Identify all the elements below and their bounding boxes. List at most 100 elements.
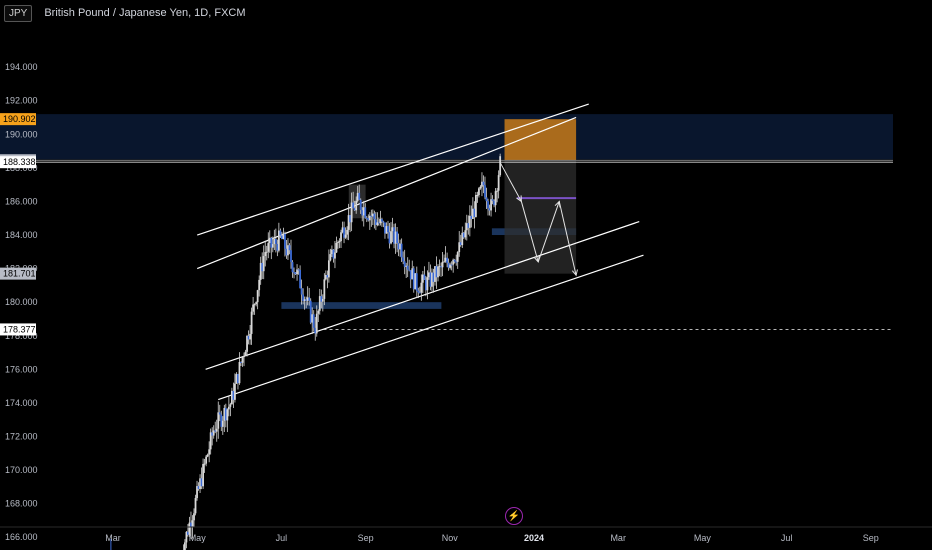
candle-body xyxy=(270,237,273,248)
candle-body xyxy=(382,221,385,223)
candle-body xyxy=(429,272,432,287)
x-tick-label: Sep xyxy=(358,533,374,543)
candle-body xyxy=(265,251,268,253)
candle-body xyxy=(299,269,301,289)
candle-body xyxy=(365,217,368,219)
candle-body xyxy=(256,290,259,303)
candle-body xyxy=(184,542,186,550)
candle-body xyxy=(409,270,412,280)
projection-arrow[interactable] xyxy=(537,201,560,263)
candle-body xyxy=(478,188,480,196)
candle-body xyxy=(343,227,345,238)
candle-body xyxy=(393,227,395,244)
candle-body xyxy=(259,262,262,280)
price-label-badge xyxy=(0,156,36,169)
y-tick-label: 172.000 xyxy=(5,432,38,442)
candle-body xyxy=(221,420,224,427)
candle-body xyxy=(218,412,221,415)
candle-body xyxy=(481,181,483,187)
candle-body xyxy=(240,362,242,364)
candle-body xyxy=(200,478,203,487)
candle-body xyxy=(470,215,473,219)
candle-body xyxy=(471,208,474,219)
candle-body xyxy=(303,299,306,302)
candle-body xyxy=(191,520,194,528)
candle-body xyxy=(452,259,455,265)
candle-body xyxy=(443,261,445,263)
channel-line[interactable] xyxy=(205,221,640,370)
y-tick-label: 194.000 xyxy=(5,62,38,72)
candle-body xyxy=(415,273,418,291)
candle-body xyxy=(387,226,389,233)
candle-body xyxy=(418,292,421,294)
candle-body xyxy=(493,200,495,206)
channel-line[interactable] xyxy=(218,254,644,401)
candle-body xyxy=(368,215,371,221)
price-axis-background xyxy=(893,0,932,550)
candle-body xyxy=(229,404,232,407)
candle-body xyxy=(217,412,220,429)
candle-body xyxy=(411,268,414,280)
candle-body xyxy=(315,313,318,334)
candle-body xyxy=(374,219,377,226)
y-tick-label: 186.000 xyxy=(5,196,38,206)
projection-arrow[interactable] xyxy=(558,201,577,276)
candle-body xyxy=(376,222,379,226)
candle-body xyxy=(417,290,420,293)
candle-body xyxy=(190,522,192,528)
projection-arrow[interactable] xyxy=(520,201,539,263)
symbol-badge[interactable]: JPY xyxy=(4,4,33,22)
candle-body xyxy=(287,245,289,256)
candle-body xyxy=(255,302,258,305)
candle-body xyxy=(208,449,211,455)
candle-body xyxy=(290,250,292,263)
candle-body xyxy=(455,261,458,263)
candle-body xyxy=(232,390,235,400)
channel-line[interactable] xyxy=(196,116,577,270)
candle-body xyxy=(449,264,452,268)
candle-body xyxy=(205,456,208,464)
price-label-text: 181.701 xyxy=(3,269,36,279)
candle-body xyxy=(468,215,471,228)
candle-body xyxy=(234,383,236,400)
lightning-bolt-icon[interactable]: ⚡ xyxy=(504,507,523,525)
candle-body xyxy=(243,355,245,357)
candle-body xyxy=(371,213,374,217)
candle-body xyxy=(438,266,441,268)
candle-body xyxy=(461,232,464,246)
candle-body xyxy=(476,195,479,197)
stop-loss-box[interactable] xyxy=(504,119,577,161)
candle-body xyxy=(487,201,489,209)
candle-body xyxy=(227,406,230,410)
candle-body xyxy=(318,296,321,311)
y-tick-label: 174.000 xyxy=(5,398,38,408)
candle-body xyxy=(193,513,195,521)
candle-body xyxy=(281,235,283,239)
y-tick-label: 166.000 xyxy=(5,532,38,542)
x-tick-label: Nov xyxy=(442,533,459,543)
candle-body xyxy=(293,272,295,274)
candle-body xyxy=(399,243,402,250)
candle-body xyxy=(408,269,411,271)
y-tick-label: 184.000 xyxy=(5,230,38,240)
candle-body xyxy=(247,335,250,340)
candle-body xyxy=(347,215,350,230)
candle-body xyxy=(441,261,444,268)
candle-body xyxy=(484,185,486,198)
candle-body xyxy=(329,254,332,261)
candle-body xyxy=(220,414,223,427)
candle-body xyxy=(450,264,453,266)
candle-body xyxy=(396,231,398,243)
candle-body xyxy=(188,522,191,535)
candle-body xyxy=(352,202,355,209)
channel-line[interactable] xyxy=(197,103,589,236)
y-tick-label: 178.000 xyxy=(5,331,38,341)
candle-body xyxy=(196,486,198,499)
projection-arrow[interactable] xyxy=(499,162,522,202)
projection-arrowhead xyxy=(571,269,578,277)
candle-body xyxy=(199,478,201,489)
candle-body xyxy=(381,218,383,222)
candle-body xyxy=(223,407,226,421)
